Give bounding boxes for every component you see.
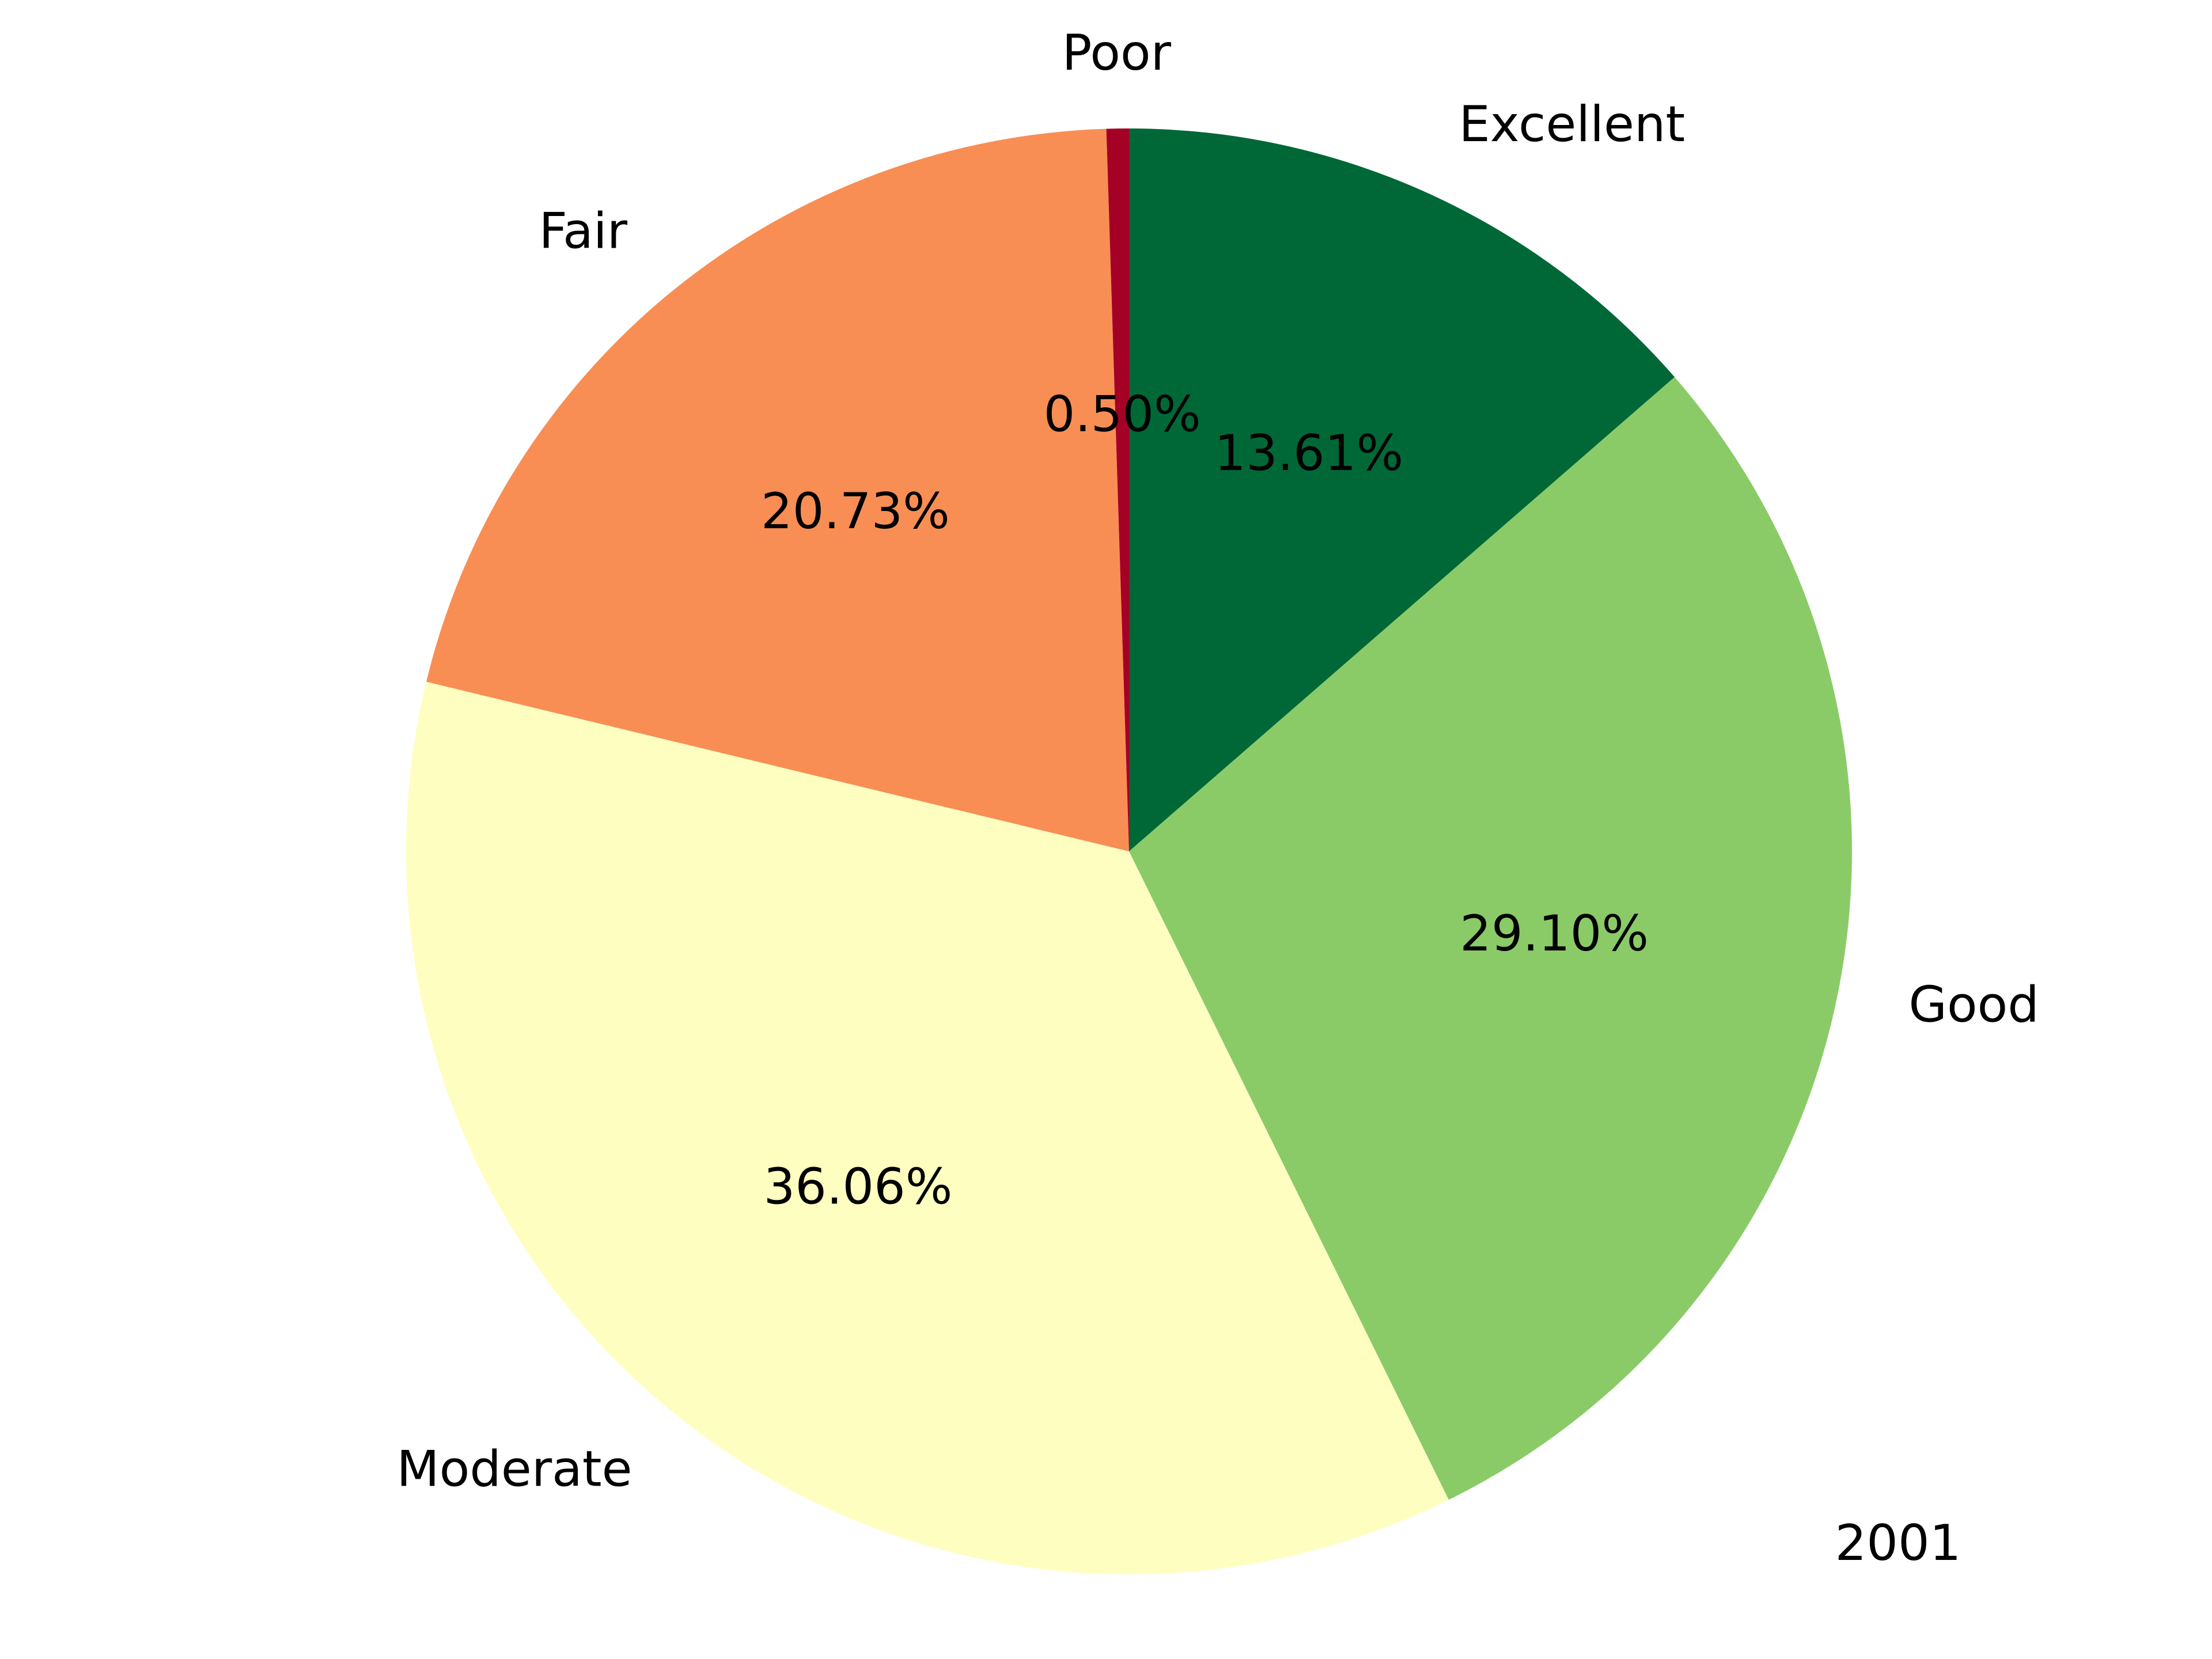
- pie-slices: [406, 128, 1852, 1574]
- pie-slice-excellent: [1129, 128, 1675, 851]
- pie-slice-good: [1129, 377, 1852, 1500]
- pie-slice-fair: [426, 128, 1129, 851]
- pct-label-excellent: 13.61%: [1214, 425, 1403, 482]
- slice-label-excellent: Excellent: [1459, 96, 1685, 153]
- pct-label-poor: 0.50%: [1044, 386, 1201, 444]
- pct-label-fair: 20.73%: [761, 483, 950, 540]
- percentage-labels: 13.61% 29.10% 36.06% 20.73% 0.50%: [761, 386, 1649, 1216]
- slice-label-poor: Poor: [1062, 24, 1172, 82]
- pie-slice-moderate: [406, 681, 1449, 1574]
- slice-label-fair: Fair: [539, 202, 628, 260]
- slice-label-good: Good: [1908, 976, 2039, 1034]
- pie-slice-poor: [1106, 128, 1129, 851]
- chart-annotation: 2001: [1835, 1514, 1961, 1572]
- slice-labels: Excellent Good Moderate Fair Poor: [397, 24, 2039, 1498]
- slice-label-moderate: Moderate: [397, 1440, 632, 1498]
- pct-label-moderate: 36.06%: [764, 1158, 953, 1215]
- pct-label-good: 29.10%: [1460, 905, 1649, 963]
